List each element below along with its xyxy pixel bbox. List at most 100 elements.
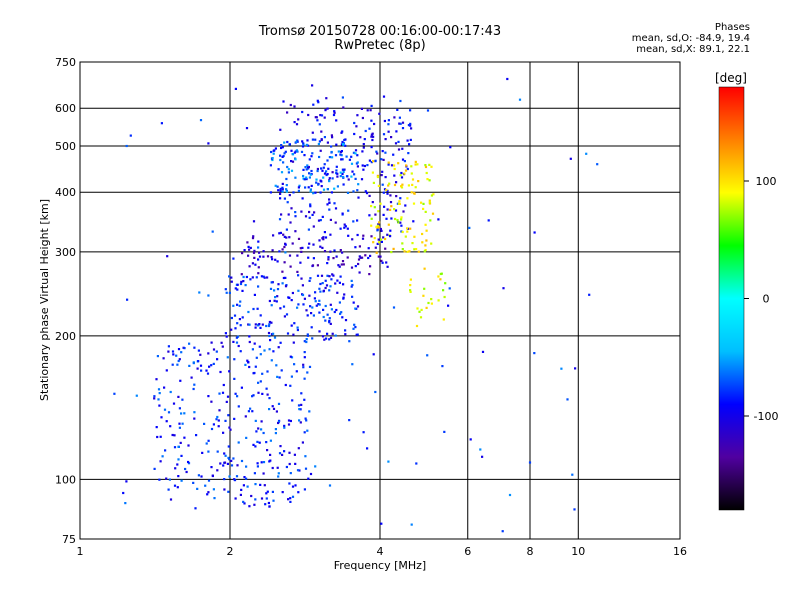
data-point — [253, 293, 256, 296]
data-point — [326, 173, 329, 176]
data-point — [284, 243, 287, 246]
data-point — [280, 144, 283, 147]
data-point — [224, 288, 227, 291]
data-point — [309, 205, 312, 208]
data-point — [230, 316, 233, 320]
data-point — [276, 185, 279, 188]
data-point — [356, 154, 359, 157]
data-point — [358, 255, 361, 258]
data-point — [318, 311, 321, 314]
data-point — [211, 474, 214, 477]
data-point — [371, 171, 374, 174]
data-point — [332, 257, 335, 260]
data-point — [255, 430, 258, 433]
data-point — [371, 201, 374, 204]
data-point — [356, 305, 360, 308]
data-point — [588, 293, 591, 296]
data-point — [299, 261, 302, 264]
data-point — [338, 265, 341, 268]
data-point — [326, 262, 329, 265]
colorbar-label: [deg] — [715, 71, 747, 85]
data-point — [323, 338, 326, 341]
data-point — [261, 392, 264, 395]
data-point — [340, 150, 343, 153]
data-point — [276, 295, 279, 298]
data-point — [380, 229, 383, 232]
data-point — [449, 146, 452, 149]
data-point — [300, 250, 303, 253]
data-point — [225, 335, 228, 338]
data-point — [263, 484, 266, 487]
data-point — [331, 136, 334, 139]
data-point — [177, 445, 180, 448]
data-point — [342, 170, 345, 173]
data-point — [404, 169, 408, 172]
data-point — [318, 155, 321, 159]
data-point — [268, 408, 271, 411]
data-point — [306, 144, 310, 147]
data-point — [328, 177, 331, 180]
data-point — [290, 324, 293, 327]
data-point — [212, 423, 215, 426]
data-point — [307, 228, 310, 231]
data-point — [156, 435, 159, 439]
data-point — [266, 490, 269, 493]
x-tick-label: 4 — [377, 545, 384, 558]
data-point — [381, 183, 384, 186]
data-point — [364, 190, 367, 193]
data-point — [166, 255, 169, 258]
data-point — [180, 351, 183, 354]
data-point — [206, 493, 209, 496]
data-point — [322, 315, 325, 319]
data-point — [278, 250, 281, 253]
data-point — [320, 114, 324, 117]
data-point — [306, 164, 309, 167]
data-point — [279, 187, 282, 190]
data-point — [296, 469, 300, 472]
data-point — [340, 131, 343, 134]
data-point — [251, 410, 254, 413]
data-point — [238, 318, 241, 321]
data-point — [314, 300, 317, 303]
data-point — [318, 140, 321, 143]
data-point — [419, 316, 423, 319]
data-point — [268, 505, 271, 508]
data-point — [297, 404, 301, 407]
data-point — [213, 497, 216, 500]
data-point — [309, 173, 312, 176]
data-point — [323, 136, 326, 139]
data-point — [292, 333, 295, 336]
data-point — [319, 219, 322, 222]
data-point — [399, 221, 402, 224]
data-point — [425, 229, 428, 232]
data-point — [341, 168, 344, 171]
data-point — [165, 477, 168, 480]
data-point — [193, 411, 196, 414]
data-point — [260, 420, 263, 423]
data-point — [268, 320, 271, 324]
data-point — [410, 127, 413, 130]
data-point — [370, 217, 373, 220]
data-point — [412, 202, 416, 205]
data-point — [265, 387, 268, 390]
data-point — [291, 495, 295, 498]
data-point — [177, 475, 180, 478]
data-point — [205, 442, 208, 445]
data-point — [239, 350, 242, 353]
data-point — [187, 444, 190, 447]
colorbar-tick-label: 0 — [763, 293, 770, 306]
data-point — [410, 191, 413, 194]
data-point — [156, 355, 159, 358]
data-point — [336, 172, 339, 175]
data-point — [180, 454, 183, 457]
data-point — [407, 124, 410, 127]
data-point — [302, 303, 305, 306]
data-point — [326, 332, 329, 335]
data-point — [406, 227, 409, 230]
data-point — [309, 203, 312, 206]
data-point — [384, 247, 387, 250]
data-point — [311, 264, 315, 267]
data-point — [286, 201, 289, 204]
data-point — [352, 220, 355, 223]
data-point — [413, 235, 416, 238]
